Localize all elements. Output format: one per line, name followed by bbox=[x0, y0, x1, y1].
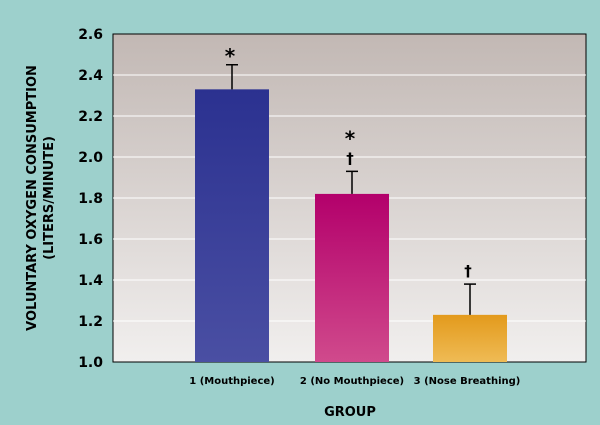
x-category-label: 3 (Nose Breathing) bbox=[414, 376, 521, 387]
x-category-label: 1 (Mouthpiece) bbox=[189, 376, 275, 387]
y-tick-label: 2.4 bbox=[78, 68, 103, 84]
gridlines bbox=[113, 74, 586, 322]
asterisk-marker: * bbox=[345, 126, 356, 150]
y-tick-label: 1.6 bbox=[78, 232, 103, 248]
dagger-marker: † bbox=[346, 149, 354, 167]
y-tick-label: 1.2 bbox=[78, 314, 103, 330]
y-tick-label: 1.8 bbox=[78, 191, 103, 207]
x-category-label: 2 (No Mouthpiece) bbox=[300, 376, 404, 387]
y-tick-label: 1.0 bbox=[78, 355, 103, 371]
bar bbox=[433, 314, 507, 362]
y-tick-label: 2.0 bbox=[78, 150, 103, 166]
bar bbox=[315, 193, 389, 362]
y-axis-units: (LITERS/MINUTE) bbox=[42, 136, 57, 260]
y-axis-title: VOLUNTARY OXYGEN CONSUMPTION bbox=[25, 65, 40, 331]
bar bbox=[195, 89, 269, 362]
x-axis-title: GROUP bbox=[324, 405, 376, 420]
y-tick-label: 2.6 bbox=[78, 27, 103, 43]
asterisk-marker: * bbox=[225, 44, 236, 68]
bars bbox=[195, 64, 507, 362]
y-tick-label: 2.2 bbox=[78, 109, 103, 125]
y-tick-label: 1.4 bbox=[78, 273, 103, 289]
dagger-marker: † bbox=[464, 262, 472, 280]
x-axis-categories: 1 (Mouthpiece) 2 (No Mouthpiece) 3 (Nose B… bbox=[189, 376, 520, 387]
bar-annotations: *†*† bbox=[225, 44, 472, 280]
y-axis-ticks: 1.0 1.2 1.4 1.6 1.8 2.0 2.2 2.4 2.6 bbox=[78, 27, 103, 371]
